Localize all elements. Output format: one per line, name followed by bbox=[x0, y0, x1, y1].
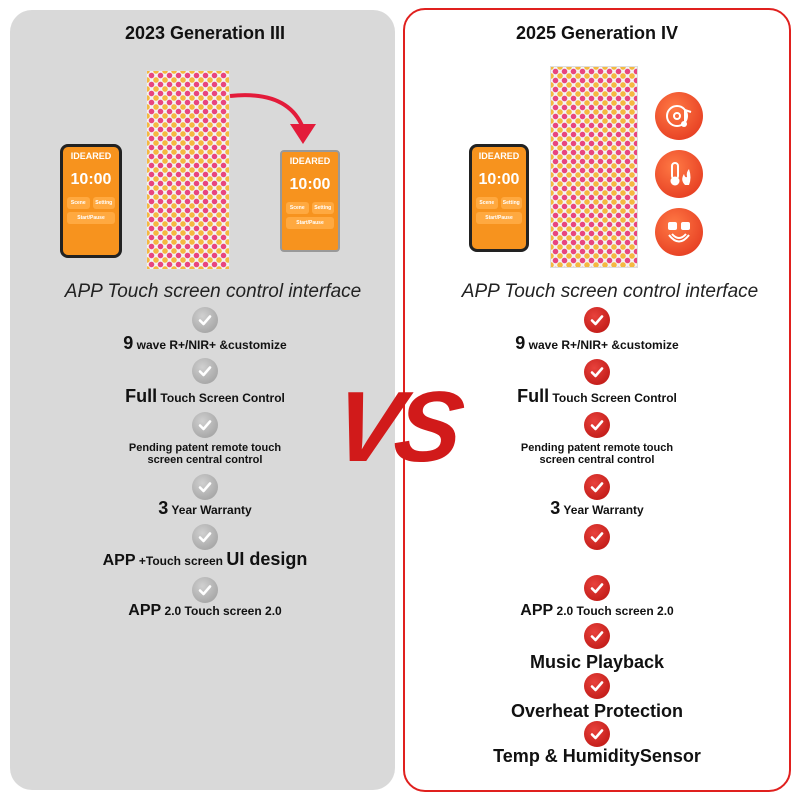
gen4-led-panel-image bbox=[550, 66, 638, 268]
red-check-icon bbox=[584, 474, 610, 500]
scene-button: Scene bbox=[476, 197, 498, 209]
timer: 10:00 bbox=[70, 171, 112, 188]
brand-logo: IDEARED bbox=[289, 156, 331, 166]
timer: 10:00 bbox=[289, 176, 331, 193]
gen4-feature-patent: Pending patent remote touch screen centra… bbox=[417, 442, 777, 466]
temp-humidity-sensor-icon bbox=[655, 208, 703, 256]
feature-strong: 9 bbox=[123, 333, 134, 353]
gen3-title: 2023 Generation III bbox=[124, 23, 286, 43]
gen4-feature-temp-humidity: Temp & HumiditySensor bbox=[493, 746, 701, 766]
feature-text: screen central control bbox=[539, 454, 655, 466]
gen4-feature-wave: 9 wave R+/NIR+ &customize bbox=[417, 333, 777, 354]
gray-check-icon bbox=[192, 524, 218, 550]
start-pause-button: Start/Pause bbox=[286, 217, 334, 229]
gen3-feature-patent: Pending patent remote touch screen centra… bbox=[25, 442, 385, 466]
start-pause-button: Start/Pause bbox=[67, 212, 115, 224]
gen4-feature-touch: Full Touch Screen Control bbox=[417, 386, 777, 407]
feature-text: +Touch screen bbox=[135, 554, 227, 568]
feature-text: Touch Screen Control bbox=[549, 391, 677, 405]
feature-text: 2.0 Touch screen 2.0 bbox=[161, 604, 282, 618]
setting-button: Setting bbox=[500, 197, 522, 209]
gen3-led-panel-image bbox=[146, 70, 230, 270]
setting-button: Setting bbox=[92, 197, 115, 209]
feature-text: Year Warranty bbox=[560, 503, 644, 517]
gray-check-icon bbox=[192, 307, 218, 333]
feature-text: Touch Screen Control bbox=[157, 391, 285, 405]
arrow-icon bbox=[229, 93, 316, 144]
red-check-icon bbox=[584, 412, 610, 438]
gray-check-icon bbox=[192, 358, 218, 384]
gen4-feature-music: Music Playback bbox=[529, 652, 665, 672]
feature-strong: APP bbox=[128, 602, 162, 619]
gen4-feature-overheat: Overheat Protection bbox=[510, 701, 684, 721]
gen3-feature-wave: 9 wave R+/NIR+ &customize bbox=[25, 333, 385, 354]
start-pause-button: Start/Pause bbox=[476, 212, 522, 224]
gen4-feature-app2: APP 2.0 Touch screen 2.0 bbox=[417, 602, 777, 620]
feature-text: screen central control bbox=[147, 454, 263, 466]
scene-button: Scene bbox=[286, 202, 309, 214]
red-check-icon bbox=[584, 307, 610, 333]
music-disc-icon bbox=[655, 92, 703, 140]
gen3-feature-warranty: 3 Year Warranty bbox=[25, 498, 385, 519]
brand-logo: IDEARED bbox=[478, 151, 520, 161]
red-check-icon bbox=[584, 575, 610, 601]
overheat-thermometer-icon bbox=[655, 150, 703, 198]
feature-strong: APP bbox=[102, 552, 136, 569]
gen3-feature-touch: Full Touch Screen Control bbox=[25, 386, 385, 407]
gen4-title: 2025 Generation IV bbox=[515, 23, 679, 43]
feature-text: wave R+/NIR+ &customize bbox=[525, 338, 679, 352]
setting-button: Setting bbox=[311, 202, 334, 214]
gray-check-icon bbox=[192, 577, 218, 603]
feature-strong: Full bbox=[125, 386, 158, 406]
gen3-touch-screen: IDEARED 10:00 Scene Setting Start/Pause bbox=[280, 150, 340, 252]
gen3-feature-app2: APP 2.0 Touch screen 2.0 bbox=[25, 602, 385, 620]
feature-strong: UI design bbox=[226, 549, 308, 569]
feature-text: Pending patent remote touch bbox=[520, 442, 674, 454]
red-check-icon bbox=[584, 359, 610, 385]
red-check-icon bbox=[584, 623, 610, 649]
red-check-icon bbox=[584, 721, 610, 747]
gray-check-icon bbox=[192, 412, 218, 438]
feature-text: Pending patent remote touch bbox=[128, 442, 282, 454]
feature-strong: Full bbox=[517, 386, 550, 406]
scene-button: Scene bbox=[67, 197, 90, 209]
gen3-subtitle: APP Touch screen control interface bbox=[64, 281, 362, 302]
feature-strong: APP bbox=[520, 602, 554, 619]
gen3-feature-ui: APP +Touch screen UI design bbox=[25, 549, 385, 570]
red-check-icon bbox=[584, 673, 610, 699]
red-check-icon bbox=[584, 524, 610, 550]
feature-text: Year Warranty bbox=[168, 503, 252, 517]
feature-strong: 9 bbox=[515, 333, 526, 353]
feature-text: 2.0 Touch screen 2.0 bbox=[553, 604, 674, 618]
gen3-app-phone: IDEARED 10:00 Scene Setting Start/Pause bbox=[60, 144, 122, 258]
feature-strong: 3 bbox=[158, 498, 169, 518]
feature-strong: 3 bbox=[550, 498, 561, 518]
timer: 10:00 bbox=[478, 171, 520, 188]
gen4-subtitle: APP Touch screen control interface bbox=[461, 281, 759, 302]
gen4-app-phone: IDEARED 10:00 Scene Setting Start/Pause bbox=[469, 144, 529, 252]
brand-logo: IDEARED bbox=[70, 151, 112, 161]
gray-check-icon bbox=[192, 474, 218, 500]
gen4-feature-warranty: 3 Year Warranty bbox=[417, 498, 777, 519]
feature-text: wave R+/NIR+ &customize bbox=[133, 338, 287, 352]
